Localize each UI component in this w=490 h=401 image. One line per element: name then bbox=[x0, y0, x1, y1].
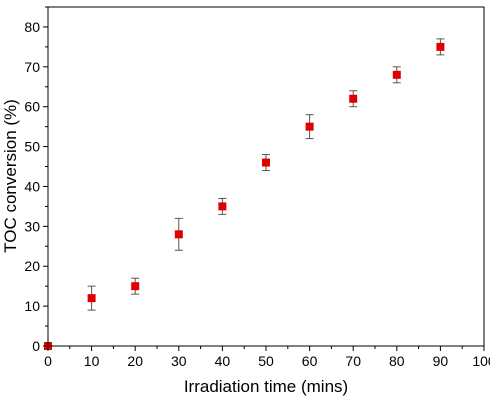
data-point bbox=[131, 282, 140, 291]
x-axis-title: Irradiation time (mins) bbox=[184, 377, 348, 396]
x-tick-label: 90 bbox=[433, 353, 449, 369]
x-tick-label: 70 bbox=[345, 353, 361, 369]
data-point bbox=[349, 94, 358, 103]
x-tick-label: 40 bbox=[215, 353, 231, 369]
y-tick-label: 40 bbox=[24, 178, 40, 194]
y-tick-label: 70 bbox=[24, 59, 40, 75]
data-point bbox=[392, 70, 401, 79]
x-tick-label: 0 bbox=[44, 353, 52, 369]
x-tick-label: 100 bbox=[472, 353, 490, 369]
x-tick-label: 10 bbox=[84, 353, 100, 369]
y-tick-label: 60 bbox=[24, 99, 40, 115]
data-point bbox=[174, 230, 183, 239]
y-tick-label: 50 bbox=[24, 139, 40, 155]
x-tick-label: 20 bbox=[127, 353, 143, 369]
data-markers bbox=[44, 42, 445, 350]
plot-frame bbox=[47, 6, 485, 347]
y-tick-label: 10 bbox=[24, 298, 40, 314]
y-axis-ticks: 0 10 20 30 40 50 60 70 80 bbox=[24, 6, 48, 354]
data-point bbox=[218, 202, 227, 211]
y-tick-label: 80 bbox=[24, 19, 40, 35]
y-tick-label: 20 bbox=[24, 258, 40, 274]
data-point bbox=[262, 158, 270, 167]
y-tick-label: 30 bbox=[24, 218, 40, 234]
y-axis-title: TOC conversion (%) bbox=[1, 99, 20, 253]
x-tick-label: 80 bbox=[389, 353, 405, 369]
data-point bbox=[87, 294, 96, 303]
x-tick-label: 60 bbox=[302, 353, 318, 369]
y-tick-label: 0 bbox=[32, 338, 40, 354]
data-point bbox=[305, 122, 314, 131]
data-point bbox=[436, 42, 445, 51]
x-tick-label: 30 bbox=[171, 353, 187, 369]
x-tick-label: 50 bbox=[258, 353, 274, 369]
x-axis-ticks: 0 10 20 30 40 50 60 70 80 90 100 bbox=[44, 346, 490, 369]
error-bars bbox=[87, 38, 445, 311]
